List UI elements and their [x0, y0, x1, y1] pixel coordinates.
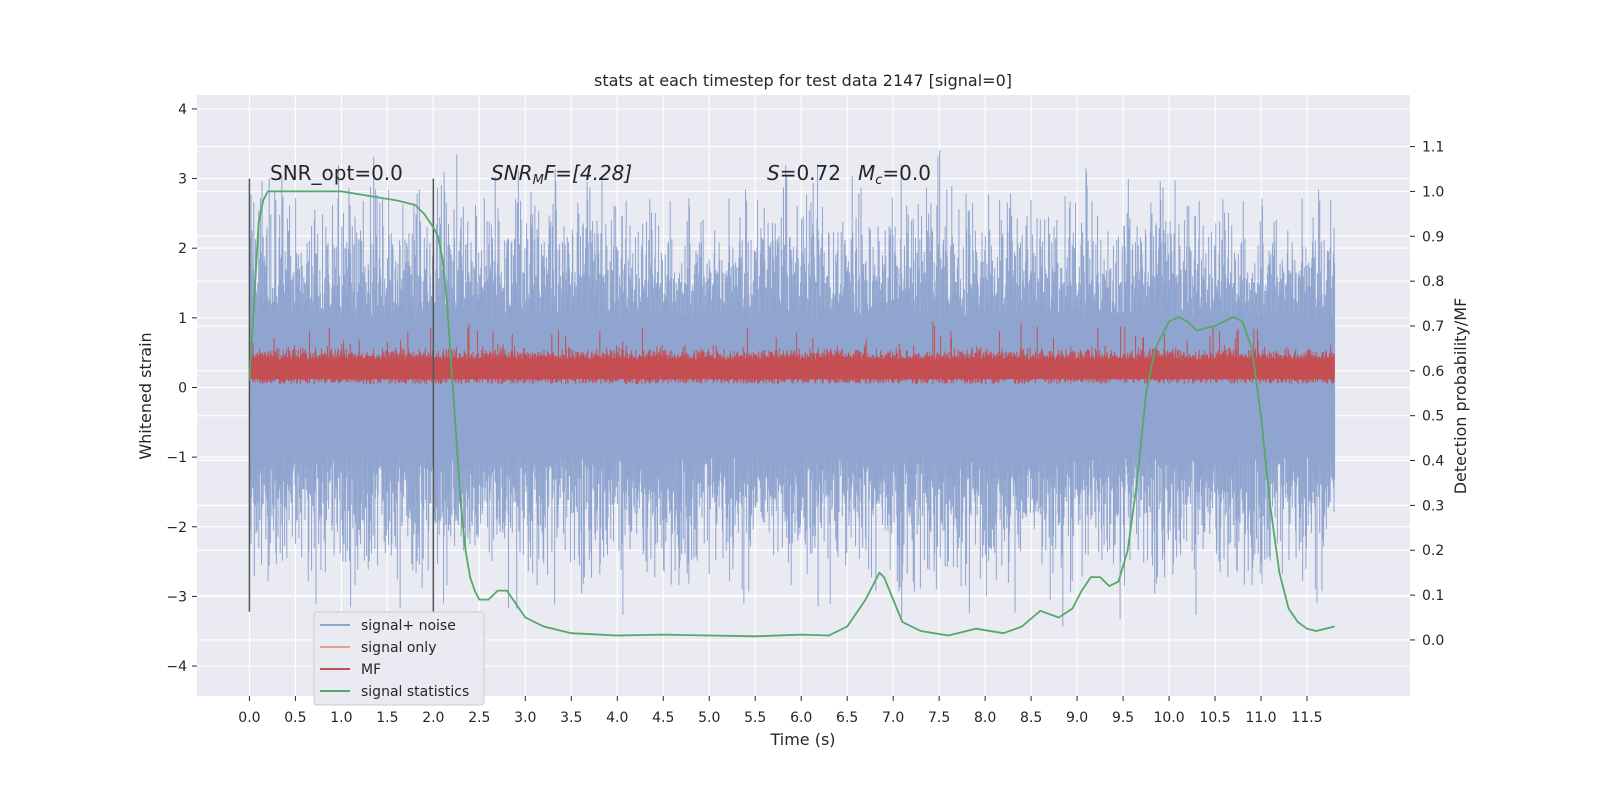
- legend-label-signal-noise: signal+ noise: [361, 618, 456, 634]
- legend-label-signal-statistics: signal statistics: [361, 684, 469, 700]
- y-tick-label: −1: [166, 450, 187, 466]
- y2-tick-label: 0.1: [1422, 588, 1444, 604]
- legend-box: [313, 611, 485, 706]
- chart-title: stats at each timestep for test data 214…: [594, 71, 1012, 90]
- series-signal-statistics: [248, 190, 1335, 638]
- y2-tick-label: 0.2: [1422, 543, 1444, 559]
- x-tick-label: 1.0: [330, 710, 352, 726]
- x-tick-label: 11.0: [1245, 710, 1276, 726]
- x-tick-label: 9.5: [1112, 710, 1134, 726]
- annotation-snr-opt: SNR_opt=0.0: [270, 161, 403, 185]
- x-tick-label: 8.5: [1020, 710, 1042, 726]
- x-tick-label: 0.0: [238, 710, 260, 726]
- y2-tick-label: 0.7: [1422, 319, 1444, 335]
- y2-tick-label: 0.5: [1422, 409, 1444, 425]
- legend-label-mf: MF: [361, 662, 381, 678]
- legend: signal+ noise signal only MF signal stat…: [313, 611, 485, 706]
- x-tick-label: 6.0: [790, 710, 812, 726]
- y2-tick-label: 0.6: [1422, 364, 1444, 380]
- x-tick-label: 4.0: [606, 710, 628, 726]
- x-tick-label: 3.5: [560, 710, 582, 726]
- x-tick-label: 7.0: [882, 710, 904, 726]
- y2-tick-label: 0.0: [1422, 633, 1444, 649]
- x-tick-label: 1.5: [376, 710, 398, 726]
- x-tick-label: 10.5: [1199, 710, 1230, 726]
- annotation-s: S=0.72: [767, 161, 841, 185]
- x-tick-label: 6.5: [836, 710, 858, 726]
- x-tick-label: 5.5: [744, 710, 766, 726]
- x-axis-ticks: 0.0 0.5 1.0 1.5 2.0 2.5 3.0 3.5 4.0 4.5 5.0 5.5 6.0 6…: [238, 696, 1323, 726]
- statistics-line: [248, 190, 1335, 638]
- y-tick-label: 2: [178, 241, 187, 257]
- x-tick-label: 2.0: [422, 710, 444, 726]
- y2-tick-label: 0.9: [1422, 229, 1444, 245]
- y-tick-label: 1: [178, 311, 187, 327]
- x-tick-label: 11.5: [1291, 710, 1322, 726]
- y-axis-label: Whitened strain: [136, 332, 155, 459]
- y2-tick-label: 0.4: [1422, 454, 1444, 470]
- y2-tick-label: 0.8: [1422, 274, 1444, 290]
- y2-tick-label: 1.1: [1422, 140, 1444, 156]
- x-tick-label: 7.5: [928, 710, 950, 726]
- y-tick-label: −3: [166, 589, 187, 605]
- y-tick-label: −2: [166, 520, 187, 536]
- x-tick-label: 4.5: [652, 710, 674, 726]
- annotation-mc: Mc=0.0: [858, 161, 931, 188]
- y-axis-ticks: 4 3 2 1 0 −1 −2 −3 −4: [166, 102, 197, 675]
- x-tick-label: 2.5: [468, 710, 490, 726]
- x-tick-label: 3.0: [514, 710, 536, 726]
- y-tick-label: 0: [178, 380, 187, 396]
- y2-axis-ticks: 1.1 1.0 0.9 0.8 0.7 0.6 0.5 0.4 0.3 0.2 0.1 0.0: [1410, 140, 1444, 649]
- marker-lines: [248, 178, 435, 612]
- mf-core: [249, 361, 1335, 380]
- y-tick-label: −4: [166, 659, 187, 675]
- y-tick-label: 3: [178, 172, 187, 188]
- y2-tick-label: 0.3: [1422, 498, 1444, 514]
- series-mf: [248, 321, 1335, 384]
- noise-core: [249, 317, 1335, 458]
- y2-tick-label: 1.0: [1422, 184, 1444, 200]
- x-tick-label: 0.5: [284, 710, 306, 726]
- x-axis-label: Time (s): [769, 730, 835, 749]
- x-tick-label: 8.0: [974, 710, 996, 726]
- x-tick-label: 10.0: [1153, 710, 1184, 726]
- x-tick-label: 5.0: [698, 710, 720, 726]
- y-tick-label: 4: [178, 102, 187, 118]
- y2-axis-label: Detection probability/MF: [1451, 298, 1470, 495]
- annotation-snr-mf: SNRMF=[4.28]: [491, 161, 632, 188]
- x-tick-label: 9.0: [1066, 710, 1088, 726]
- legend-label-signal-only: signal only: [361, 640, 436, 656]
